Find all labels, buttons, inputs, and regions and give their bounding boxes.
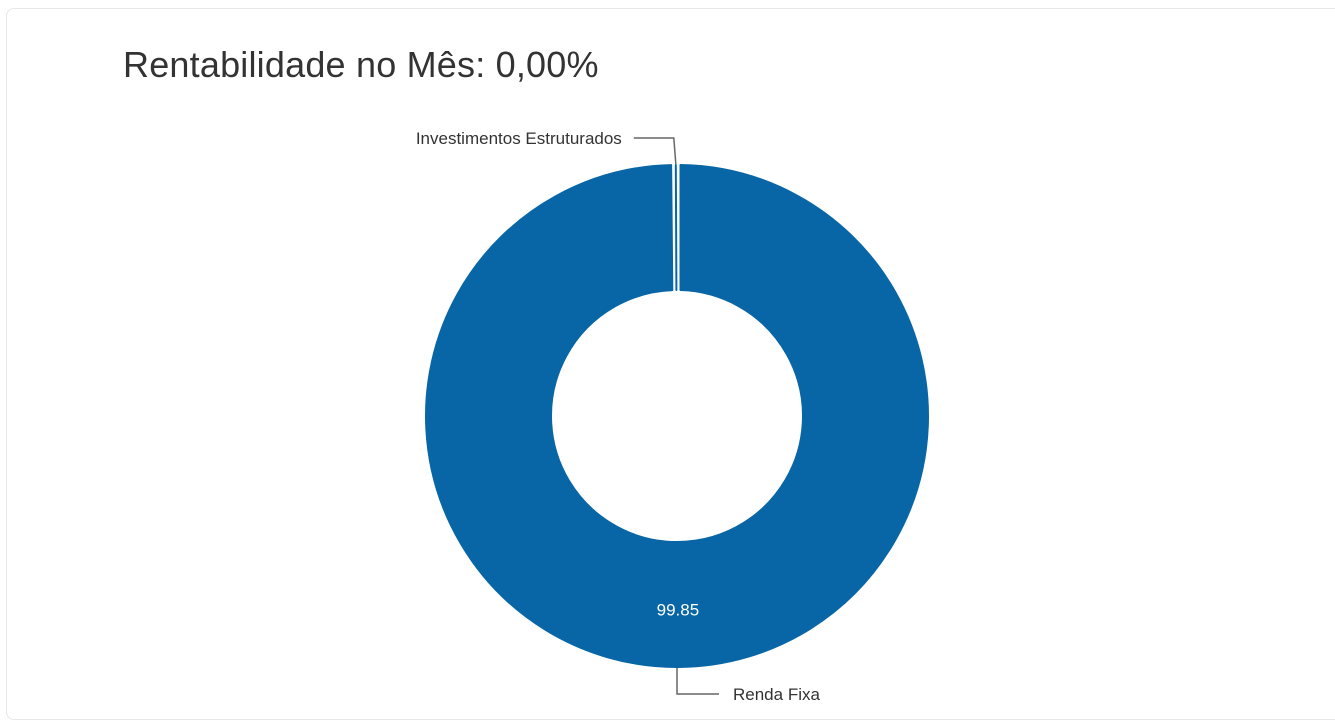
connector-renda-fixa: [676, 668, 719, 695]
category-label-investimentos-estruturados: Investimentos Estruturados: [416, 129, 622, 148]
slice-investimentos-estruturados[interactable]: [674, 164, 678, 292]
slice-renda-fixa[interactable]: [425, 164, 929, 668]
connector-investimentos-estruturados: [633, 137, 677, 165]
outer-labels-group: Renda Fixa Investimentos Estruturados: [416, 129, 821, 704]
value-labels-group: 99.85: [657, 600, 700, 619]
slices-group: [425, 164, 929, 668]
slice-value-label: 99.85: [657, 600, 700, 619]
category-label-renda-fixa: Renda Fixa: [733, 685, 820, 704]
chart-title: Rentabilidade no Mês: 0,00%: [123, 44, 599, 85]
